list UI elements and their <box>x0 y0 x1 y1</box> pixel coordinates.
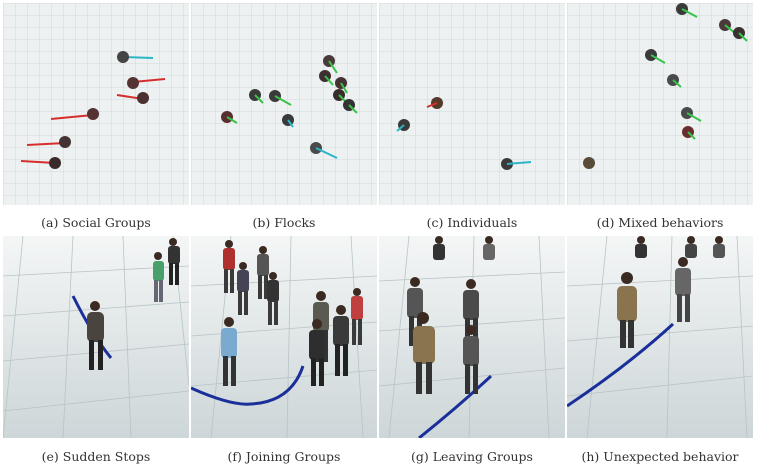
caption-mixed-behaviors: (d) Mixed behaviors <box>596 215 724 230</box>
panel-individuals <box>379 3 565 205</box>
joining-groups-scene <box>191 236 377 438</box>
group-people <box>407 236 495 394</box>
group-people <box>221 240 363 386</box>
flocks-scene <box>191 3 377 205</box>
panel-sudden-stops <box>3 236 189 438</box>
agent-group-individuals <box>396 97 532 170</box>
panel-joining-groups <box>191 236 377 438</box>
caption-social-groups: (a) Social Groups <box>41 215 151 230</box>
caption-joining-groups: (f) Joining Groups <box>227 449 341 464</box>
leaving-groups-scene <box>379 236 565 438</box>
agent-group-flock <box>221 55 358 159</box>
person-background <box>168 238 180 285</box>
sudden-stops-scene <box>3 236 189 438</box>
panel-social-groups <box>3 3 189 205</box>
social-groups-scene <box>3 3 189 205</box>
panel-leaving-groups <box>379 236 565 438</box>
panel-flocks <box>191 3 377 205</box>
unexpected-behavior-scene <box>567 236 753 438</box>
agent-group-mixed <box>583 3 748 169</box>
people <box>617 236 725 348</box>
person-stopping <box>87 301 104 370</box>
caption-flocks: (b) Flocks <box>252 215 316 230</box>
caption-sudden-stops: (e) Sudden Stops <box>41 449 151 464</box>
person-walking <box>153 252 164 302</box>
caption-individuals: (c) Individuals <box>426 215 518 230</box>
caption-leaving-groups: (g) Leaving Groups <box>411 449 533 464</box>
panel-unexpected-behavior <box>567 236 753 438</box>
panel-mixed-behaviors <box>567 3 753 205</box>
agent-group-social <box>20 51 166 169</box>
floor-grid <box>567 236 753 438</box>
individuals-scene <box>379 3 565 205</box>
mixed-behaviors-scene <box>567 3 753 205</box>
caption-unexpected-behavior: (h) Unexpected behavior <box>581 449 739 464</box>
